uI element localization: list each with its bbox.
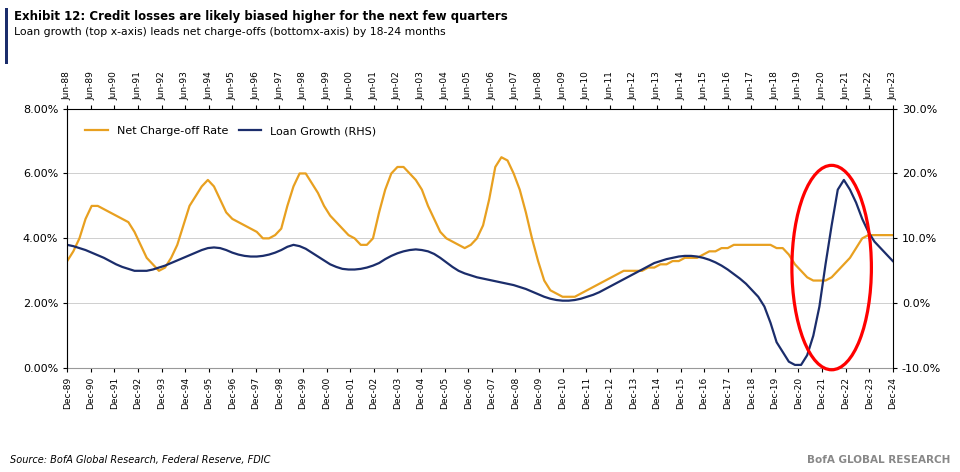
Net Charge-off Rate <box>557 294 568 300</box>
Net Charge-off Rate <box>746 242 757 248</box>
Net Charge-off Rate <box>740 242 752 248</box>
Net Charge-off Rate <box>379 187 391 193</box>
Loan Growth (RHS) <box>851 200 862 205</box>
Text: Exhibit 12: Credit losses are likely biased higher for the next few quarters: Exhibit 12: Credit losses are likely bia… <box>14 10 508 24</box>
Loan Growth (RHS) <box>734 276 746 281</box>
Loan Growth (RHS) <box>838 177 850 183</box>
Net Charge-off Rate <box>61 258 73 264</box>
Net Charge-off Rate <box>159 265 171 270</box>
Line: Loan Growth (RHS): Loan Growth (RHS) <box>67 180 893 365</box>
Text: Loan growth (top x-axis) leads net charge-offs (bottomx-axis) by 18-24 months: Loan growth (top x-axis) leads net charg… <box>14 27 446 37</box>
Text: Source: BofA Global Research, Federal Reserve, FDIC: Source: BofA Global Research, Federal Re… <box>10 455 270 465</box>
Net Charge-off Rate <box>887 232 899 238</box>
Loan Growth (RHS) <box>159 263 171 269</box>
Loan Growth (RHS) <box>887 258 899 264</box>
Loan Growth (RHS) <box>728 271 739 277</box>
Loan Growth (RHS) <box>379 256 391 262</box>
Loan Growth (RHS) <box>740 281 752 287</box>
Net Charge-off Rate <box>753 242 764 248</box>
Line: Net Charge-off Rate: Net Charge-off Rate <box>67 157 893 297</box>
Loan Growth (RHS) <box>789 362 801 368</box>
Loan Growth (RHS) <box>61 242 73 248</box>
Net Charge-off Rate <box>851 245 862 251</box>
Text: BofA GLOBAL RESEARCH: BofA GLOBAL RESEARCH <box>807 455 950 465</box>
Net Charge-off Rate <box>495 154 507 160</box>
Legend: Net Charge-off Rate, Loan Growth (RHS): Net Charge-off Rate, Loan Growth (RHS) <box>81 122 381 141</box>
